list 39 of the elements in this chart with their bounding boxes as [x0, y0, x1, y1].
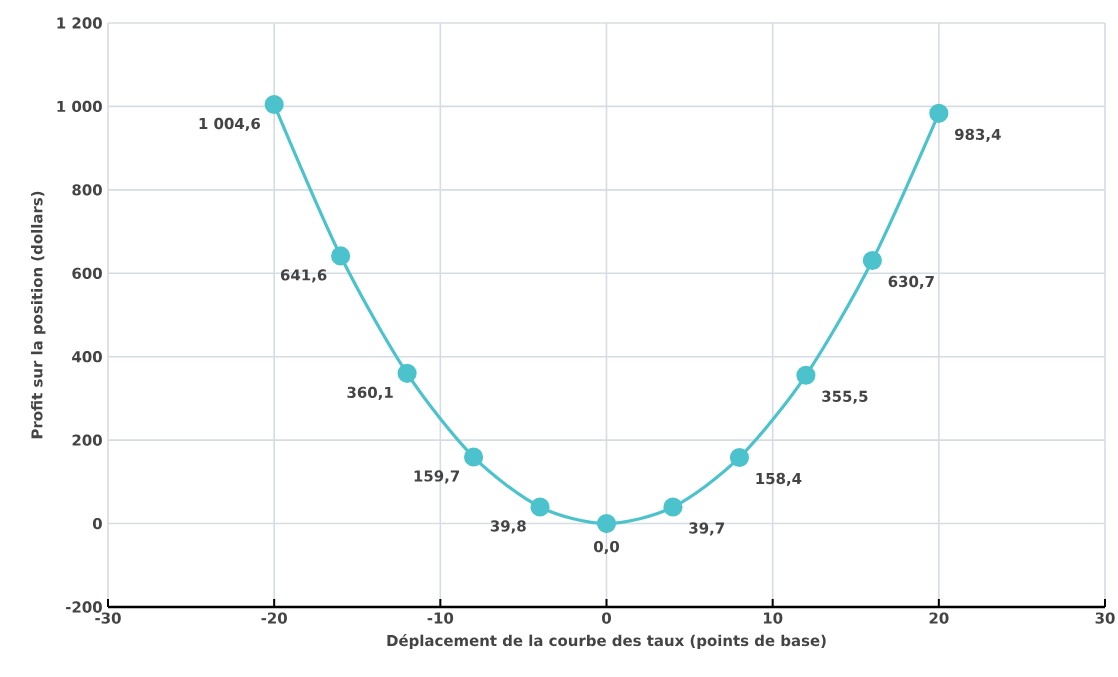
x-tick-label: 10 [763, 612, 783, 624]
data-label: 641,6 [280, 269, 327, 283]
point [929, 103, 949, 123]
y-tick-label: 1 000 [57, 100, 102, 113]
point [729, 447, 750, 468]
y-tick-label: -200 [66, 601, 102, 613]
y-tick-label: 800 [72, 184, 102, 196]
x-tick-label: -30 [95, 612, 121, 624]
x-axis-title: Déplacement de la courbe des taux (points de base) [387, 634, 826, 650]
point [530, 497, 550, 517]
point [663, 497, 683, 517]
y-axis-title: Profit sur la position (dollars) [31, 191, 46, 439]
data-label: 39,7 [689, 522, 725, 536]
data-label: 355,5 [822, 390, 868, 404]
point [331, 246, 351, 266]
x-tick-label: 30 [1095, 612, 1115, 624]
x-tick-label: -20 [261, 612, 287, 624]
y-tick-label: 1 200 [57, 17, 102, 29]
point [464, 447, 484, 467]
x-tick-label: 0 [602, 612, 611, 624]
point [397, 363, 417, 383]
x-tick-label: 20 [929, 612, 949, 624]
data-label: 39,8 [490, 520, 526, 534]
point [264, 94, 284, 115]
point [862, 250, 882, 271]
data-label: 158,4 [756, 472, 802, 487]
y-tick-label: 400 [72, 351, 102, 363]
y-tick-label: 600 [72, 267, 102, 279]
point [796, 365, 816, 385]
data-label: 630,7 [888, 275, 934, 290]
data-label: 1 004,6 [199, 117, 261, 132]
data-label: 983,4 [954, 128, 1001, 142]
point [596, 514, 617, 534]
y-tick-label: 0 [92, 517, 102, 530]
data-label: 159,7 [414, 470, 460, 484]
x-tick-label: -10 [427, 612, 454, 624]
data-label: 360,1 [347, 386, 393, 400]
data-label: 0,0 [593, 540, 620, 555]
y-tick-label: 200 [72, 434, 102, 446]
